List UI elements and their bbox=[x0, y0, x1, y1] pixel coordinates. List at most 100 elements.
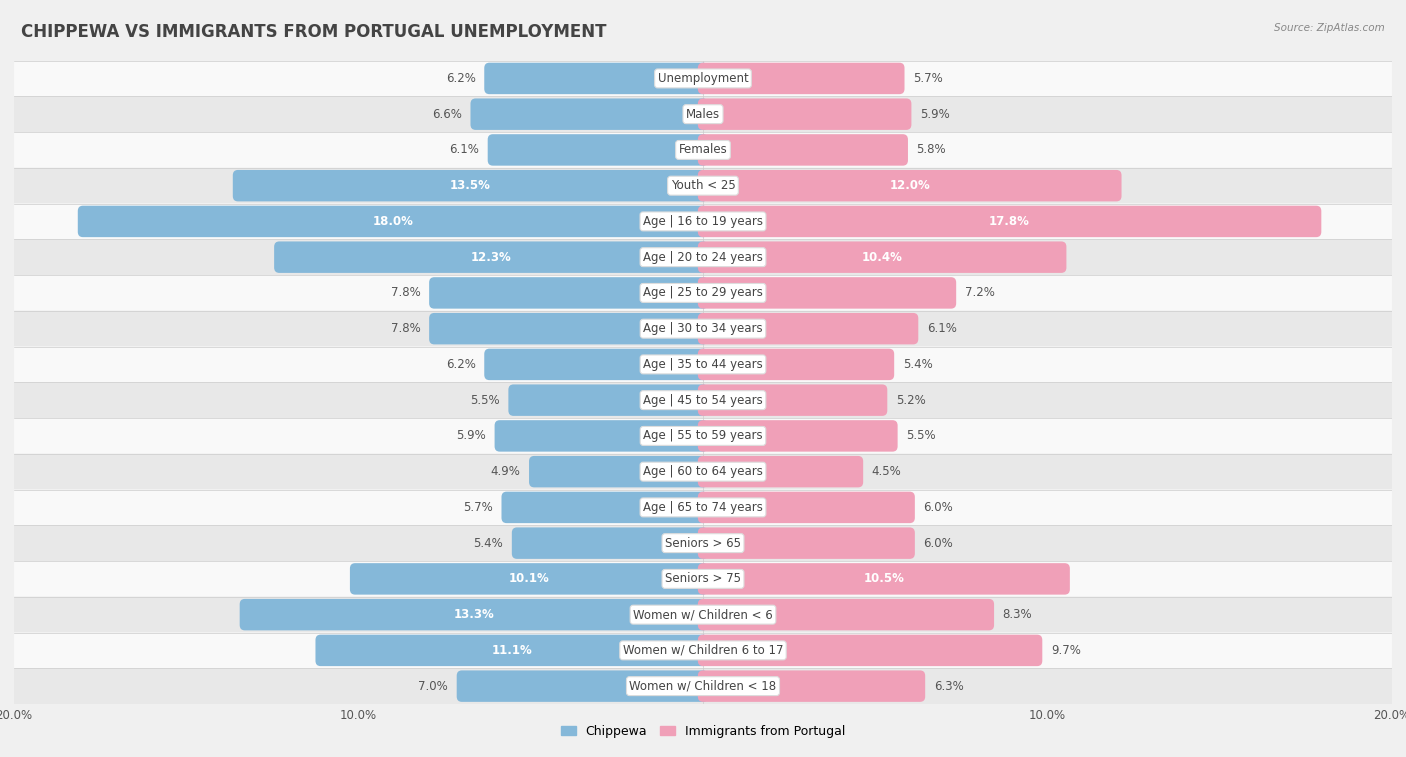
FancyBboxPatch shape bbox=[14, 168, 1392, 204]
FancyBboxPatch shape bbox=[697, 634, 1042, 666]
Text: 4.5%: 4.5% bbox=[872, 465, 901, 478]
Text: 6.6%: 6.6% bbox=[432, 107, 461, 120]
FancyBboxPatch shape bbox=[14, 453, 1392, 490]
Text: 10.1%: 10.1% bbox=[509, 572, 550, 585]
Text: Seniors > 65: Seniors > 65 bbox=[665, 537, 741, 550]
Text: Women w/ Children < 6: Women w/ Children < 6 bbox=[633, 608, 773, 621]
FancyBboxPatch shape bbox=[14, 239, 1392, 275]
FancyBboxPatch shape bbox=[697, 98, 911, 130]
Text: 13.5%: 13.5% bbox=[450, 179, 491, 192]
FancyBboxPatch shape bbox=[697, 492, 915, 523]
Text: 6.0%: 6.0% bbox=[924, 537, 953, 550]
Text: 7.2%: 7.2% bbox=[965, 286, 994, 300]
Text: 6.3%: 6.3% bbox=[934, 680, 963, 693]
FancyBboxPatch shape bbox=[697, 349, 894, 380]
FancyBboxPatch shape bbox=[350, 563, 709, 595]
FancyBboxPatch shape bbox=[697, 170, 1122, 201]
FancyBboxPatch shape bbox=[14, 132, 1392, 168]
FancyBboxPatch shape bbox=[502, 492, 709, 523]
Text: 6.2%: 6.2% bbox=[446, 358, 475, 371]
Text: Age | 20 to 24 years: Age | 20 to 24 years bbox=[643, 251, 763, 263]
FancyBboxPatch shape bbox=[697, 206, 1322, 237]
Text: 7.8%: 7.8% bbox=[391, 286, 420, 300]
Text: Age | 60 to 64 years: Age | 60 to 64 years bbox=[643, 465, 763, 478]
FancyBboxPatch shape bbox=[14, 382, 1392, 418]
Text: 5.2%: 5.2% bbox=[896, 394, 925, 407]
FancyBboxPatch shape bbox=[512, 528, 709, 559]
Text: Women w/ Children 6 to 17: Women w/ Children 6 to 17 bbox=[623, 644, 783, 657]
Text: Age | 16 to 19 years: Age | 16 to 19 years bbox=[643, 215, 763, 228]
Text: Youth < 25: Youth < 25 bbox=[671, 179, 735, 192]
FancyBboxPatch shape bbox=[233, 170, 709, 201]
Text: 12.0%: 12.0% bbox=[890, 179, 929, 192]
Text: Males: Males bbox=[686, 107, 720, 120]
FancyBboxPatch shape bbox=[239, 599, 709, 631]
FancyBboxPatch shape bbox=[495, 420, 709, 452]
Text: Age | 35 to 44 years: Age | 35 to 44 years bbox=[643, 358, 763, 371]
Text: CHIPPEWA VS IMMIGRANTS FROM PORTUGAL UNEMPLOYMENT: CHIPPEWA VS IMMIGRANTS FROM PORTUGAL UNE… bbox=[21, 23, 606, 41]
FancyBboxPatch shape bbox=[697, 277, 956, 309]
Text: 5.7%: 5.7% bbox=[463, 501, 494, 514]
Text: 6.1%: 6.1% bbox=[927, 322, 956, 335]
Text: 9.7%: 9.7% bbox=[1050, 644, 1081, 657]
Text: 5.5%: 5.5% bbox=[907, 429, 936, 442]
Text: Females: Females bbox=[679, 143, 727, 157]
Text: 12.3%: 12.3% bbox=[471, 251, 512, 263]
FancyBboxPatch shape bbox=[509, 385, 709, 416]
Text: Age | 25 to 29 years: Age | 25 to 29 years bbox=[643, 286, 763, 300]
FancyBboxPatch shape bbox=[697, 528, 915, 559]
FancyBboxPatch shape bbox=[697, 63, 904, 94]
Text: Seniors > 75: Seniors > 75 bbox=[665, 572, 741, 585]
FancyBboxPatch shape bbox=[429, 313, 709, 344]
FancyBboxPatch shape bbox=[697, 599, 994, 631]
Text: Age | 30 to 34 years: Age | 30 to 34 years bbox=[643, 322, 763, 335]
FancyBboxPatch shape bbox=[697, 420, 897, 452]
Text: Unemployment: Unemployment bbox=[658, 72, 748, 85]
Text: Age | 45 to 54 years: Age | 45 to 54 years bbox=[643, 394, 763, 407]
FancyBboxPatch shape bbox=[14, 525, 1392, 561]
FancyBboxPatch shape bbox=[14, 347, 1392, 382]
FancyBboxPatch shape bbox=[697, 313, 918, 344]
FancyBboxPatch shape bbox=[429, 277, 709, 309]
FancyBboxPatch shape bbox=[484, 63, 709, 94]
FancyBboxPatch shape bbox=[14, 61, 1392, 96]
Text: 8.3%: 8.3% bbox=[1002, 608, 1032, 621]
Text: 18.0%: 18.0% bbox=[373, 215, 413, 228]
FancyBboxPatch shape bbox=[697, 563, 1070, 595]
Legend: Chippewa, Immigrants from Portugal: Chippewa, Immigrants from Portugal bbox=[555, 720, 851, 743]
Text: 10.4%: 10.4% bbox=[862, 251, 903, 263]
FancyBboxPatch shape bbox=[77, 206, 709, 237]
Text: 6.2%: 6.2% bbox=[446, 72, 475, 85]
FancyBboxPatch shape bbox=[14, 275, 1392, 311]
FancyBboxPatch shape bbox=[14, 418, 1392, 453]
FancyBboxPatch shape bbox=[697, 456, 863, 488]
FancyBboxPatch shape bbox=[697, 671, 925, 702]
Text: 6.1%: 6.1% bbox=[450, 143, 479, 157]
Text: Age | 65 to 74 years: Age | 65 to 74 years bbox=[643, 501, 763, 514]
Text: 11.1%: 11.1% bbox=[492, 644, 533, 657]
FancyBboxPatch shape bbox=[14, 96, 1392, 132]
Text: 5.7%: 5.7% bbox=[912, 72, 943, 85]
Text: Age | 55 to 59 years: Age | 55 to 59 years bbox=[643, 429, 763, 442]
Text: 5.4%: 5.4% bbox=[474, 537, 503, 550]
Text: 6.0%: 6.0% bbox=[924, 501, 953, 514]
FancyBboxPatch shape bbox=[457, 671, 709, 702]
Text: 5.9%: 5.9% bbox=[920, 107, 950, 120]
FancyBboxPatch shape bbox=[14, 204, 1392, 239]
Text: 5.8%: 5.8% bbox=[917, 143, 946, 157]
FancyBboxPatch shape bbox=[471, 98, 709, 130]
Text: 5.5%: 5.5% bbox=[470, 394, 499, 407]
FancyBboxPatch shape bbox=[697, 241, 1066, 273]
FancyBboxPatch shape bbox=[529, 456, 709, 488]
FancyBboxPatch shape bbox=[697, 134, 908, 166]
FancyBboxPatch shape bbox=[14, 668, 1392, 704]
Text: 17.8%: 17.8% bbox=[990, 215, 1031, 228]
Text: 13.3%: 13.3% bbox=[454, 608, 495, 621]
FancyBboxPatch shape bbox=[274, 241, 709, 273]
Text: 4.9%: 4.9% bbox=[491, 465, 520, 478]
FancyBboxPatch shape bbox=[14, 311, 1392, 347]
Text: Women w/ Children < 18: Women w/ Children < 18 bbox=[630, 680, 776, 693]
Text: 7.0%: 7.0% bbox=[419, 680, 449, 693]
FancyBboxPatch shape bbox=[315, 634, 709, 666]
FancyBboxPatch shape bbox=[14, 490, 1392, 525]
